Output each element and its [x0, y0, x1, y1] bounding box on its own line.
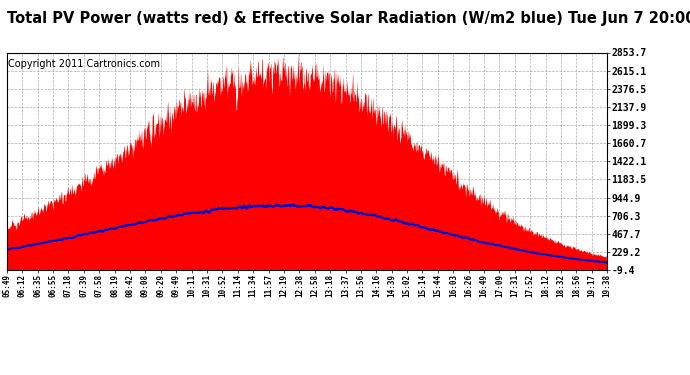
Text: Copyright 2011 Cartronics.com: Copyright 2011 Cartronics.com: [8, 59, 160, 69]
Text: Total PV Power (watts red) & Effective Solar Radiation (W/m2 blue) Tue Jun 7 20:: Total PV Power (watts red) & Effective S…: [7, 11, 690, 26]
